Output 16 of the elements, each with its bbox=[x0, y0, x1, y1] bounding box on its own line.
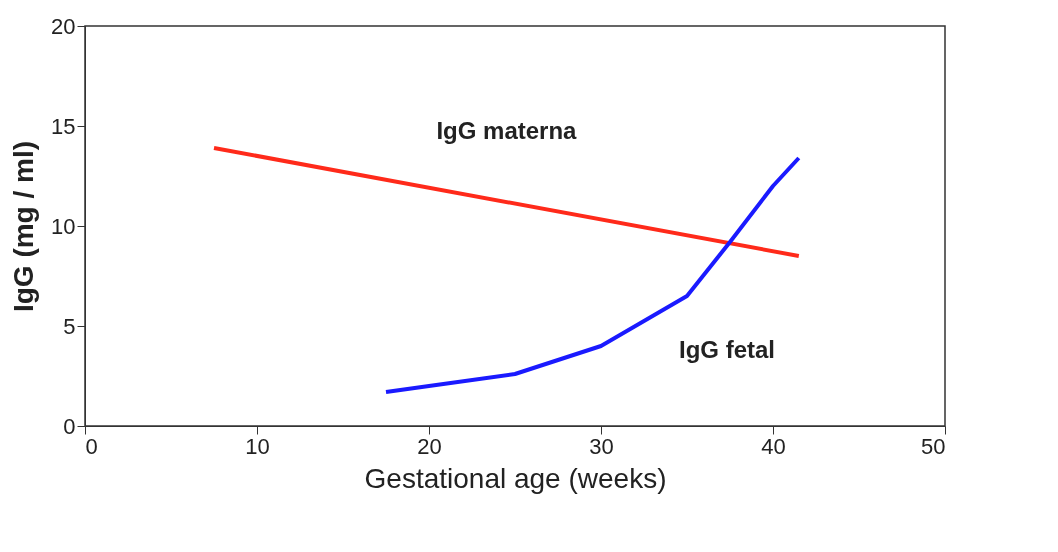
y-tick-label: 5 bbox=[63, 313, 76, 339]
x-tick-label: 20 bbox=[417, 433, 442, 459]
x-tick-label: 30 bbox=[589, 433, 614, 459]
x-axis-title: Gestational age (weeks) bbox=[364, 462, 667, 494]
x-tick-label: 0 bbox=[85, 433, 98, 459]
y-tick-label: 10 bbox=[51, 213, 76, 239]
y-tick-label: 0 bbox=[63, 413, 76, 439]
x-tick-label: 10 bbox=[245, 433, 270, 459]
y-tick-label: 15 bbox=[51, 113, 76, 139]
line-series bbox=[384, 156, 801, 394]
y-tick-label: 20 bbox=[51, 13, 76, 39]
x-tick-label: 50 bbox=[921, 433, 946, 459]
x-tick-label: 40 bbox=[761, 433, 786, 459]
y-axis-title: IgG (mg / ml) bbox=[8, 140, 40, 313]
series-label: IgG fetal bbox=[678, 336, 776, 363]
series-label: IgG materna bbox=[436, 117, 578, 144]
